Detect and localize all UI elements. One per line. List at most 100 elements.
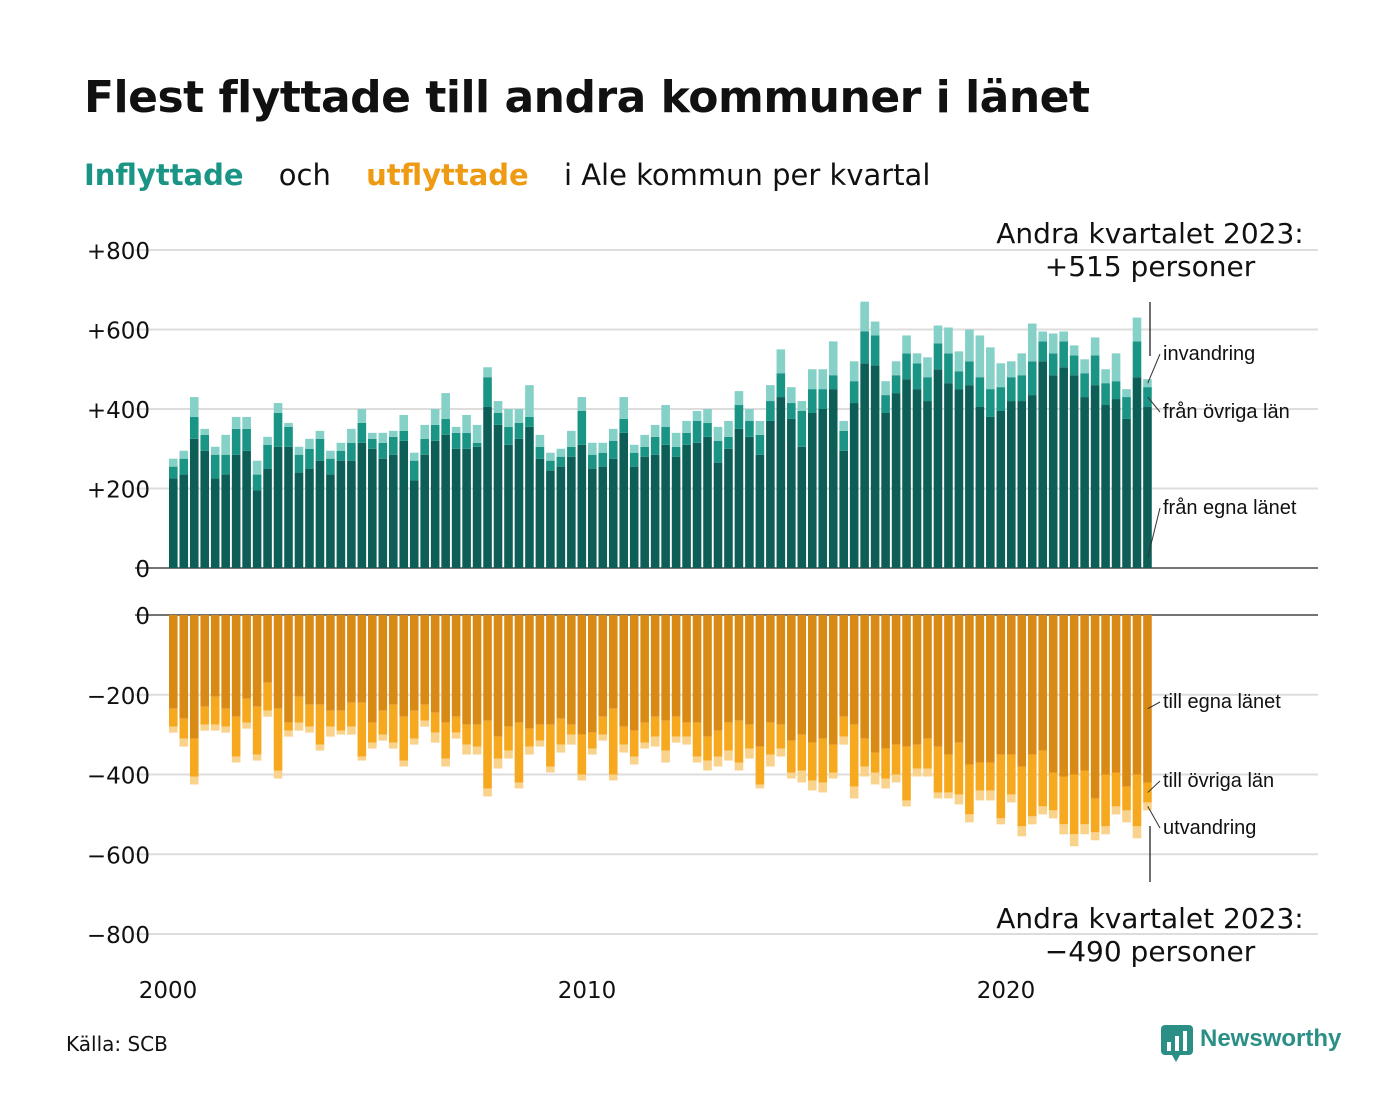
bar-out-3 bbox=[713, 756, 723, 767]
bar-in-2 bbox=[724, 436, 733, 449]
bar-out-1 bbox=[902, 615, 911, 747]
bar-in-2 bbox=[1143, 387, 1152, 408]
bar-out-2 bbox=[231, 716, 241, 757]
bar-in-2 bbox=[1080, 373, 1089, 398]
bar-in-1 bbox=[189, 438, 199, 568]
bar-in-2 bbox=[860, 331, 869, 364]
bar-in-1 bbox=[881, 412, 890, 568]
y-tick-label: 0 bbox=[135, 604, 150, 630]
bar-out-2 bbox=[420, 704, 429, 721]
bar-in-1 bbox=[242, 450, 251, 568]
bar-in-2 bbox=[807, 389, 817, 413]
x-tick-label: 2000 bbox=[139, 978, 198, 1004]
bar-in-1 bbox=[420, 454, 429, 568]
bar-in-3 bbox=[692, 410, 702, 421]
chart-subtitle: Inflyttade och utflyttade i Ale kommun p… bbox=[84, 158, 956, 192]
bar-in-3 bbox=[399, 414, 409, 431]
bar-out-3 bbox=[493, 758, 503, 769]
bar-out-1 bbox=[409, 615, 419, 711]
bar-out-1 bbox=[619, 615, 629, 727]
bar-out-1 bbox=[713, 615, 723, 731]
bar-in-3 bbox=[546, 452, 555, 461]
bar-in-3 bbox=[420, 424, 429, 439]
bar-out-1 bbox=[787, 615, 796, 741]
bar-in-2 bbox=[629, 452, 639, 467]
bar-out-2 bbox=[546, 724, 555, 767]
bar-in-1 bbox=[409, 480, 419, 568]
bar-out-1 bbox=[818, 615, 828, 739]
bar-out-3 bbox=[745, 748, 754, 759]
bar-out-3 bbox=[179, 738, 189, 747]
bar-out-3 bbox=[588, 748, 597, 755]
bar-out-3 bbox=[242, 722, 251, 729]
bar-in-1 bbox=[797, 446, 807, 568]
bar-out-1 bbox=[221, 615, 230, 709]
bar-out-2 bbox=[828, 744, 838, 773]
bar-out-1 bbox=[933, 615, 943, 747]
series-label: utvandring bbox=[1163, 817, 1256, 839]
bar-in-1 bbox=[294, 472, 304, 568]
bar-out-2 bbox=[787, 740, 796, 773]
bar-in-2 bbox=[1111, 381, 1121, 400]
bar-out-2 bbox=[954, 742, 964, 795]
bar-out-2 bbox=[1027, 754, 1037, 817]
bar-out-2 bbox=[682, 722, 691, 737]
annotation-top-line: +515 personer bbox=[1045, 250, 1256, 283]
bar-out-3 bbox=[818, 782, 828, 793]
bar-out-3 bbox=[399, 760, 409, 767]
bar-out-1 bbox=[315, 615, 325, 705]
bar-out-3 bbox=[430, 732, 440, 743]
bar-in-3 bbox=[535, 434, 545, 447]
bar-out-2 bbox=[336, 710, 346, 731]
bar-out-2 bbox=[891, 744, 901, 775]
bar-in-3 bbox=[273, 403, 283, 413]
bar-out-3 bbox=[766, 754, 775, 767]
bar-in-1 bbox=[965, 385, 974, 568]
bar-in-1 bbox=[169, 478, 178, 568]
bar-in-1 bbox=[399, 440, 409, 568]
bar-in-1 bbox=[525, 426, 534, 568]
series-label: invandring bbox=[1163, 343, 1255, 365]
bar-out-2 bbox=[252, 706, 262, 755]
bar-out-1 bbox=[640, 615, 649, 723]
bar-in-2 bbox=[1038, 341, 1048, 362]
bar-out-3 bbox=[504, 750, 513, 759]
bar-in-2 bbox=[1007, 377, 1016, 402]
bar-in-2 bbox=[326, 458, 335, 475]
bar-in-1 bbox=[1122, 418, 1131, 568]
bar-out-3 bbox=[305, 726, 314, 733]
bar-out-2 bbox=[1007, 754, 1016, 795]
bar-in-2 bbox=[734, 405, 744, 429]
bar-out-3 bbox=[231, 756, 241, 763]
bar-out-3 bbox=[755, 784, 765, 789]
bar-out-1 bbox=[776, 615, 786, 725]
bar-out-2 bbox=[1101, 774, 1110, 827]
bar-in-2 bbox=[305, 448, 314, 469]
bar-out-1 bbox=[1122, 615, 1131, 787]
source-note: Källa: SCB bbox=[66, 1032, 168, 1056]
bar-out-3 bbox=[462, 744, 471, 755]
top-y-axis-labels: +800 +600 +400 +200 0 bbox=[87, 239, 150, 583]
bar-in-2 bbox=[923, 377, 932, 402]
bar-in-1 bbox=[1048, 375, 1058, 568]
bar-in-1 bbox=[818, 409, 828, 568]
bar-in-3 bbox=[881, 381, 890, 396]
bar-in-1 bbox=[828, 389, 838, 568]
bar-out-1 bbox=[483, 615, 492, 721]
bar-in-3 bbox=[975, 335, 985, 378]
bar-out-2 bbox=[514, 722, 524, 783]
bar-out-3 bbox=[1080, 824, 1089, 835]
bar-out-2 bbox=[179, 718, 189, 739]
bar-out-1 bbox=[284, 615, 293, 723]
bar-out-2 bbox=[357, 702, 367, 757]
bar-out-3 bbox=[912, 768, 922, 777]
bar-in-3 bbox=[326, 450, 335, 459]
bar-in-3 bbox=[504, 409, 513, 427]
bar-in-2 bbox=[1101, 383, 1110, 406]
bar-out-3 bbox=[326, 726, 335, 737]
bar-out-2 bbox=[315, 704, 325, 745]
bar-in-1 bbox=[231, 454, 241, 568]
bar-in-1 bbox=[902, 379, 911, 568]
bar-out-3 bbox=[661, 750, 670, 763]
bar-in-1 bbox=[179, 474, 189, 568]
